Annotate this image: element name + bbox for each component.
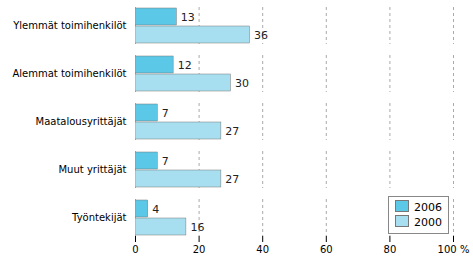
svg-text:7: 7 — [162, 155, 169, 168]
svg-text:Maatalousyrittäjät: Maatalousyrittäjät — [36, 116, 127, 127]
svg-text:12: 12 — [178, 59, 192, 72]
svg-text:100 %: 100 % — [438, 244, 470, 255]
svg-text:80: 80 — [384, 244, 397, 255]
html-text:2006: 2006 — [414, 201, 442, 214]
svg-text:Muut yrittäjät: Muut yrittäjät — [58, 164, 126, 175]
svg-text:27: 27 — [225, 125, 239, 138]
svg-text:27: 27 — [225, 173, 239, 186]
svg-text:30: 30 — [235, 77, 249, 90]
svg-text:7: 7 — [162, 107, 169, 120]
svg-text:60: 60 — [320, 244, 333, 255]
svg-text:Ylemmät toimihenkilöt: Ylemmät toimihenkilöt — [12, 20, 126, 31]
svg-text:Alemmat toimihenkilöt: Alemmat toimihenkilöt — [12, 68, 126, 79]
svg-text:36: 36 — [254, 29, 268, 42]
svg-text:Työntekijät: Työntekijät — [71, 212, 126, 223]
html-text:2000: 2000 — [414, 216, 442, 229]
svg-text:40: 40 — [256, 244, 269, 255]
svg-text:0: 0 — [132, 244, 138, 255]
svg-text:13: 13 — [181, 11, 195, 24]
svg-text:4: 4 — [152, 203, 159, 216]
svg-text:20: 20 — [193, 244, 206, 255]
svg-text:16: 16 — [190, 221, 204, 234]
